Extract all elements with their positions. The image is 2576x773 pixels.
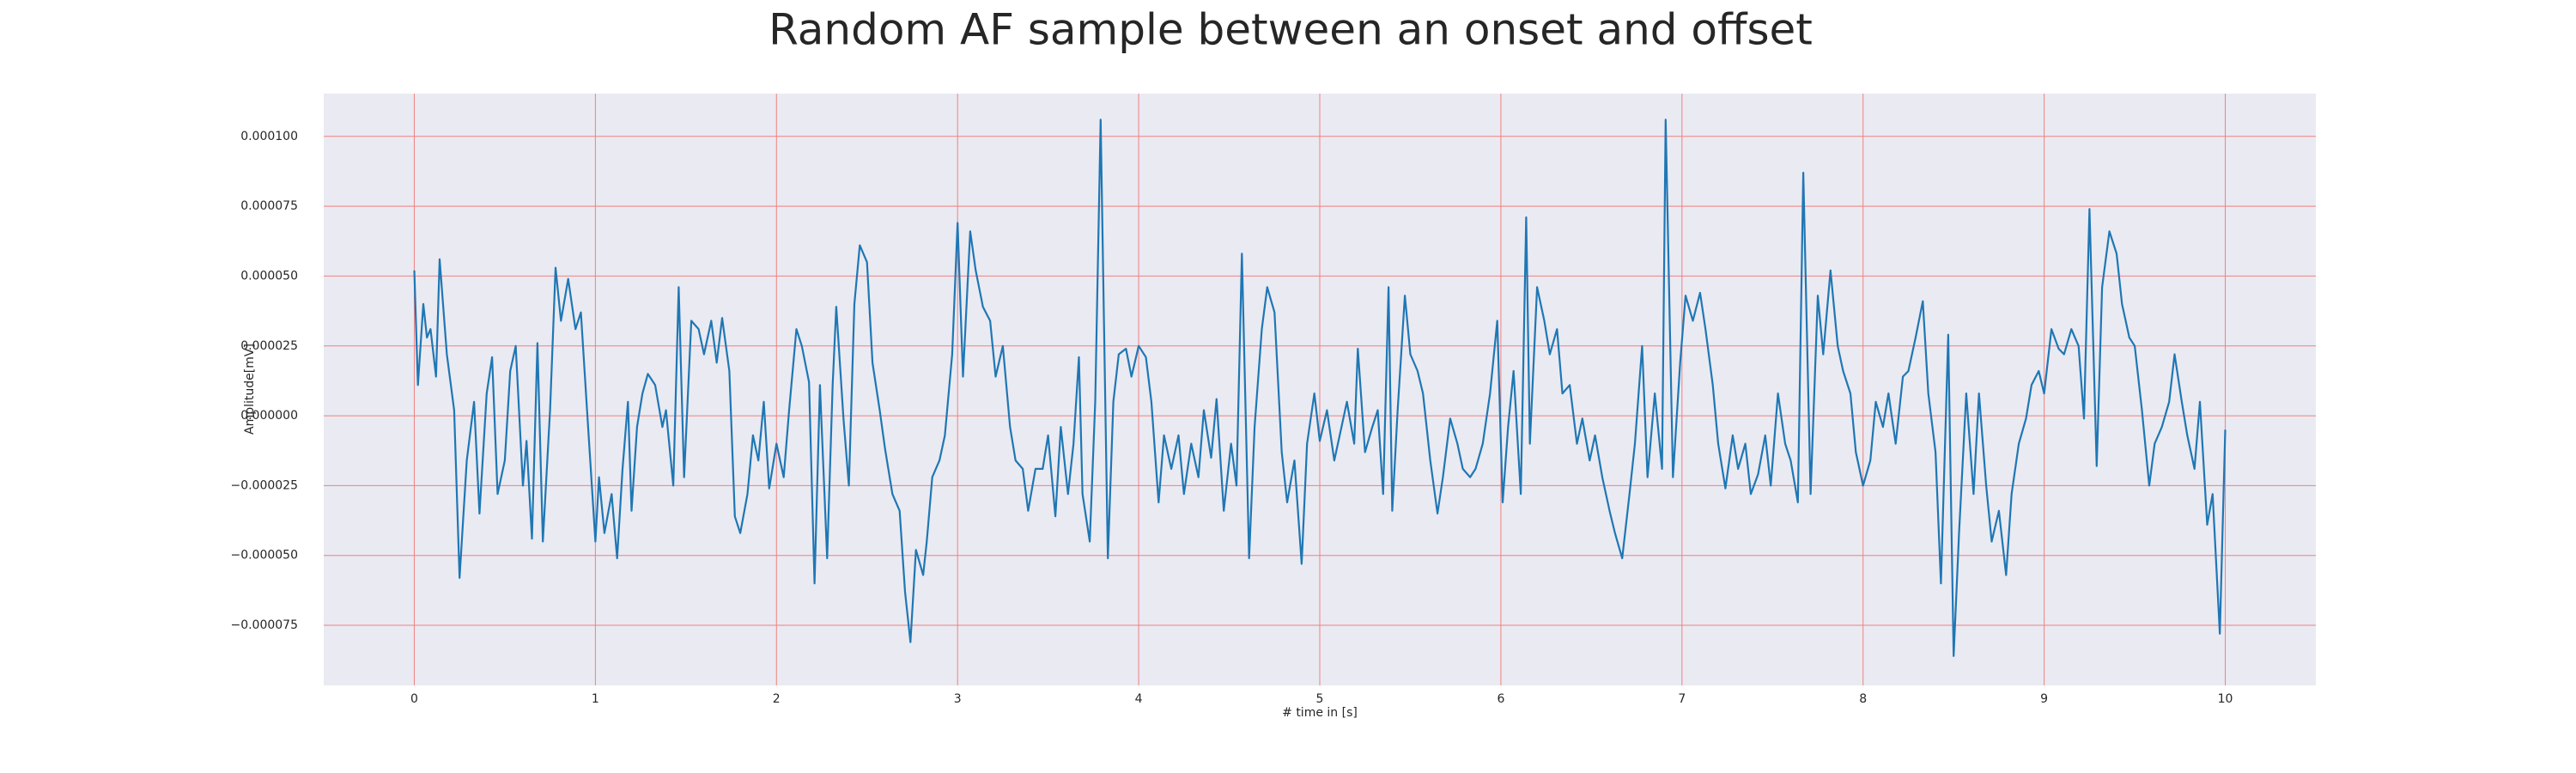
x-tick-label: 5 <box>1316 692 1324 706</box>
x-tick-label: 9 <box>2040 692 2048 706</box>
y-tick-label: 0.000075 <box>240 199 298 213</box>
y-tick-label: −0.000075 <box>230 618 298 632</box>
signal-line <box>413 119 2227 657</box>
x-tick-label: 4 <box>1135 692 1143 706</box>
y-tick-label: −0.000025 <box>230 478 298 492</box>
y-tick-label: 0.000050 <box>240 269 298 283</box>
x-tick-label: 7 <box>1678 692 1686 706</box>
y-tick-label: −0.000050 <box>230 549 298 563</box>
x-tick-label: 6 <box>1497 692 1504 706</box>
x-tick-label: 3 <box>954 692 962 706</box>
x-tick-label: 0 <box>410 692 418 706</box>
chart-title: Random AF sample between an onset and of… <box>769 5 1813 55</box>
x-axis-label: # time in [s] <box>1282 706 1358 720</box>
x-tick-label: 1 <box>592 692 599 706</box>
x-tick-label: 8 <box>1859 692 1867 706</box>
y-tick-label: 0.000025 <box>240 339 298 353</box>
y-tick-label: 0.000100 <box>240 130 298 143</box>
y-axis-label: Amplitude[mV] <box>243 344 257 435</box>
x-tick-label: 2 <box>773 692 781 706</box>
x-tick-label: 10 <box>2218 692 2233 706</box>
y-tick-label: 0.000000 <box>240 409 298 423</box>
